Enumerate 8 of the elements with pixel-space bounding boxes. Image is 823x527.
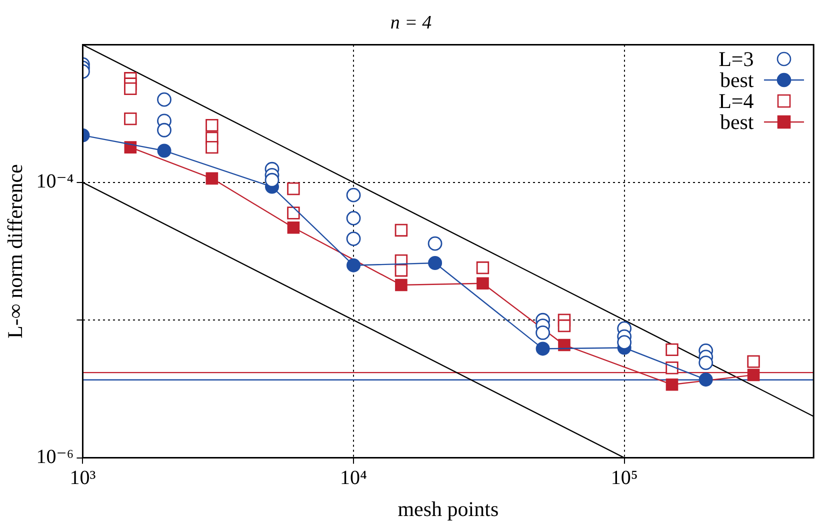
x-tick-label: 10³ [70,467,96,490]
x-tick-label: 10⁴ [340,467,368,490]
chart-title: n = 4 [390,12,432,34]
x-axis-title: mesh points [398,496,499,521]
x-tick-label: 10⁵ [610,467,638,490]
y-tick-label: 10⁻⁶ [36,446,74,468]
y-tick-label: 10⁻⁴ [36,170,74,193]
y-axis-title: L-∞ norm difference [3,164,28,338]
